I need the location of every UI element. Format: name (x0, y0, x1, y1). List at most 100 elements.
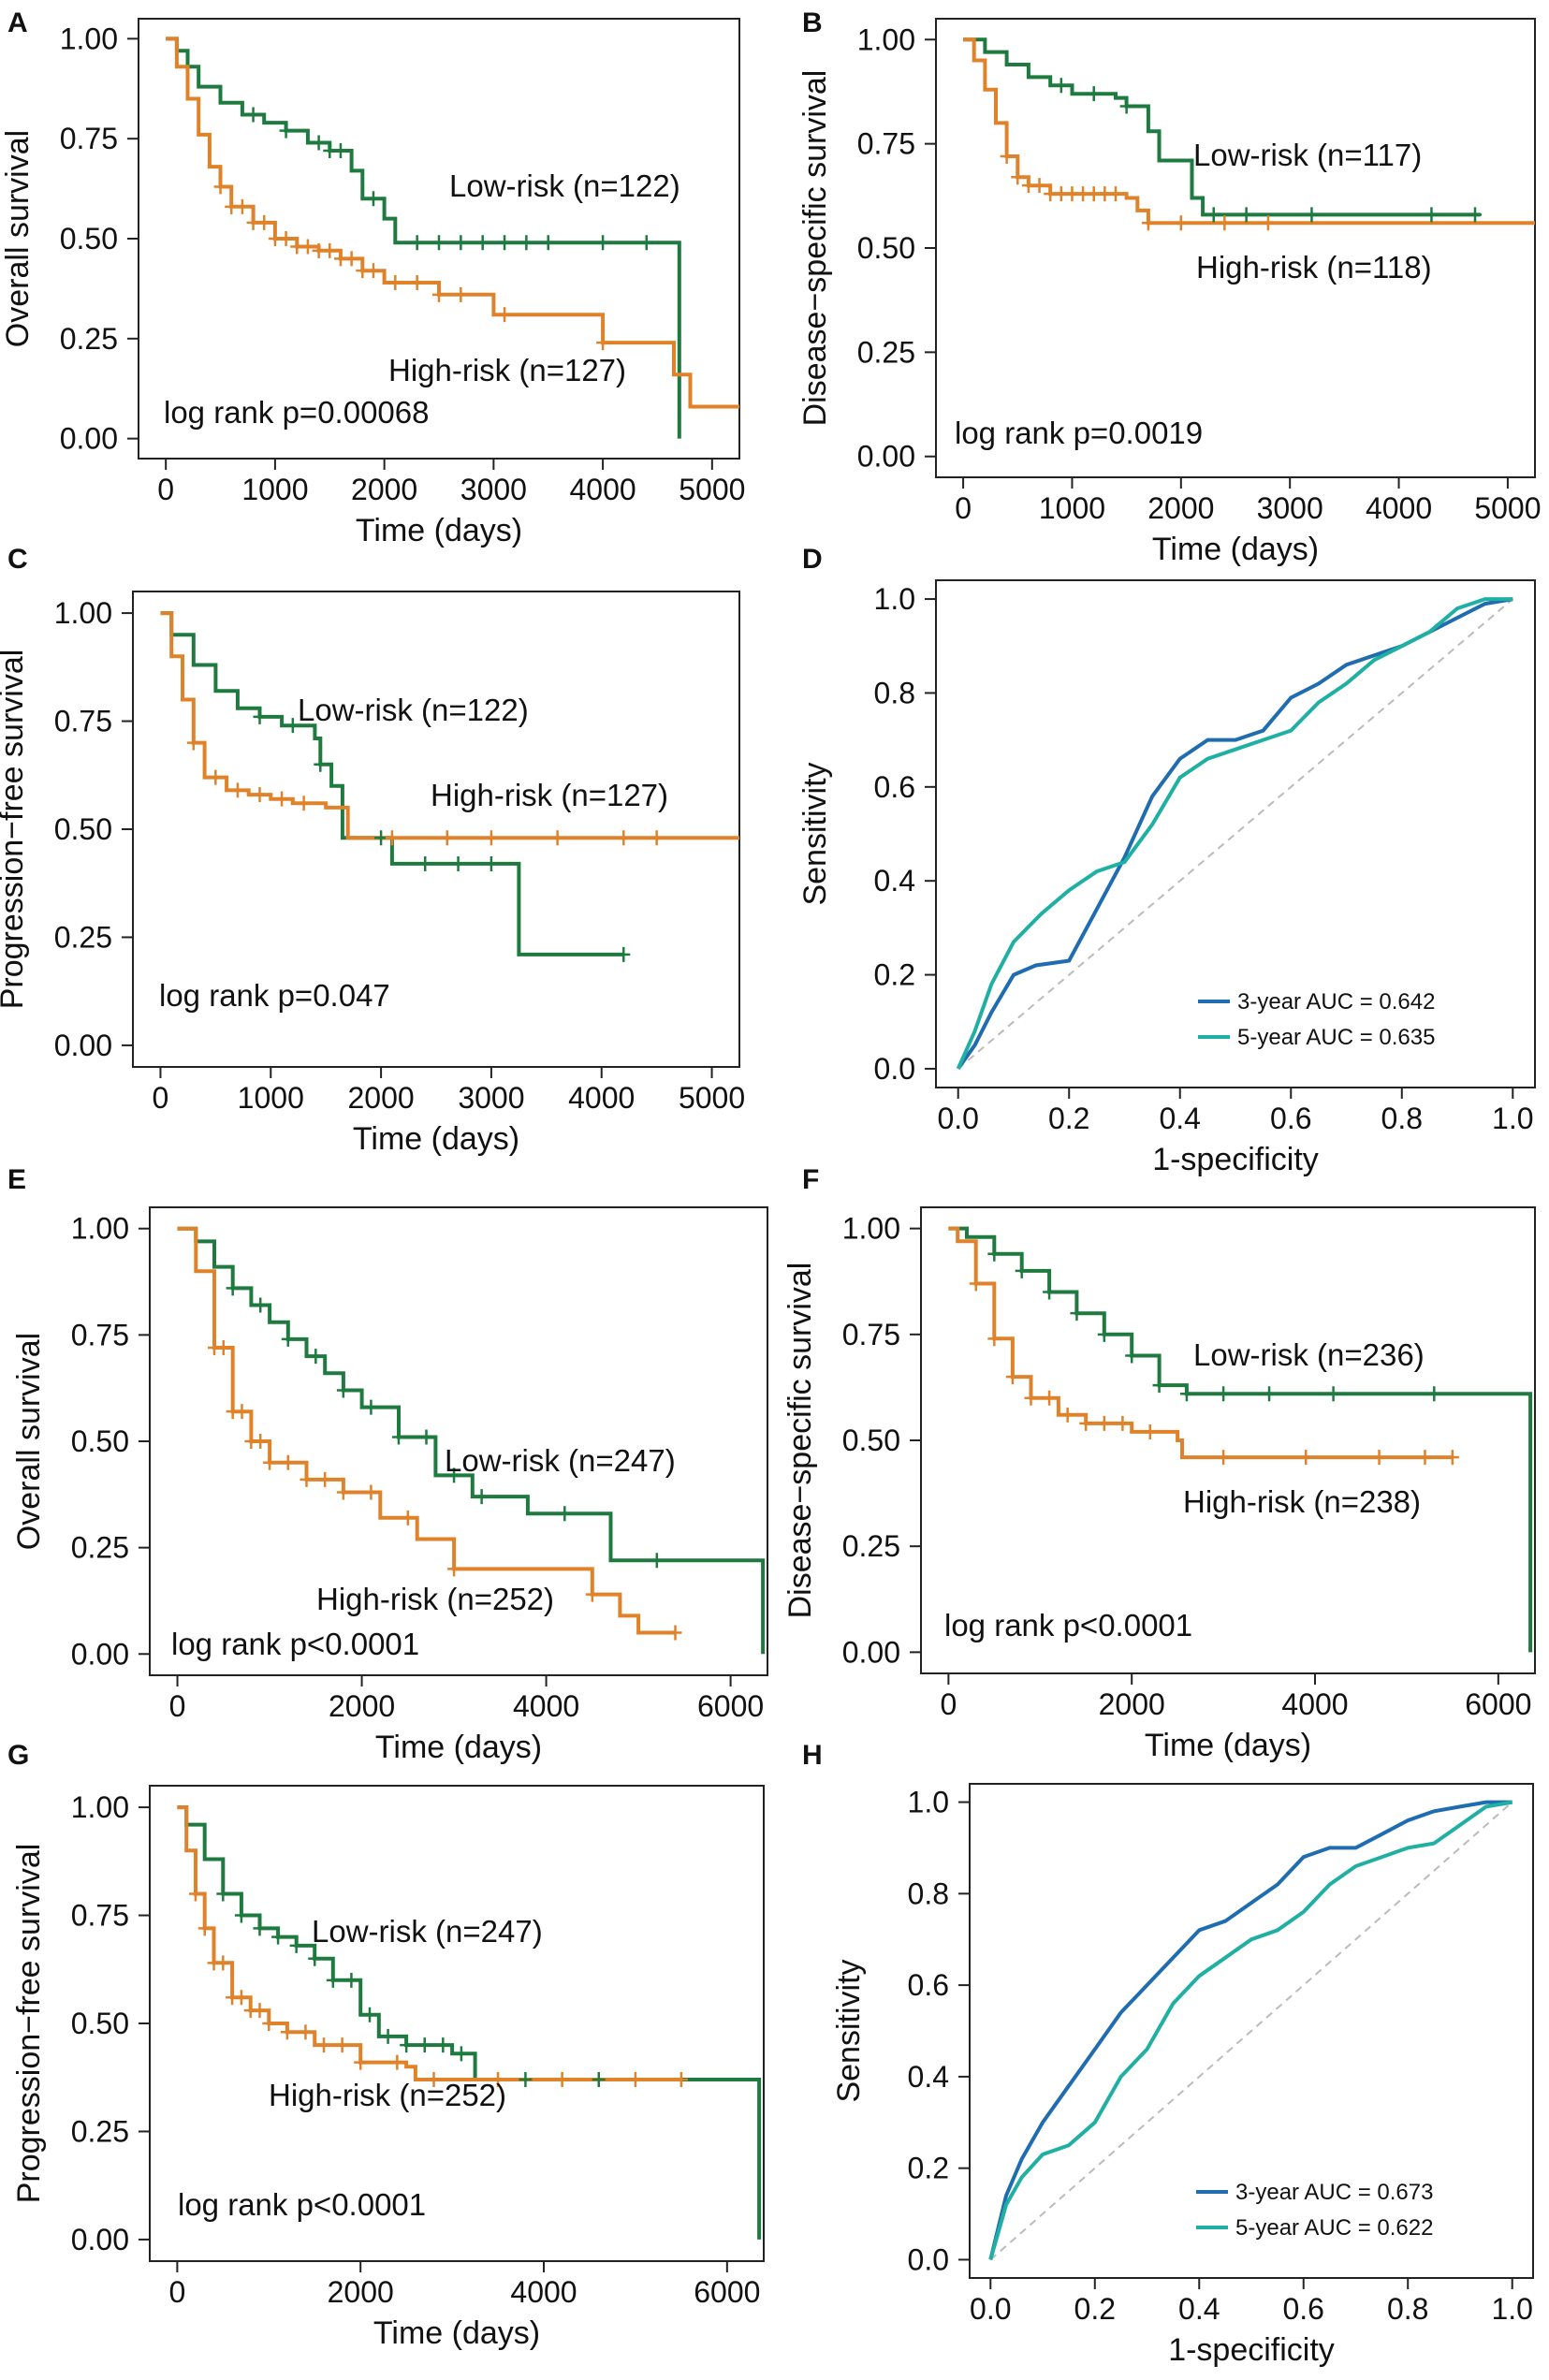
censor-mark-c (650, 830, 664, 846)
censor-mark-a (344, 251, 358, 267)
x-tick-label-d: 1.0 (1492, 1102, 1533, 1135)
censor-mark-g (326, 1972, 340, 1988)
y-tick-label-h: 1.0 (908, 1786, 949, 1819)
censor-mark-g (289, 1937, 303, 1953)
censor-mark-f (1060, 1407, 1074, 1423)
censor-mark-e (281, 1454, 295, 1470)
x-tick-label-g: 0 (168, 2275, 185, 2309)
censor-mark-e (263, 1454, 277, 1470)
censor-mark-e (447, 1561, 461, 1577)
y-tick-label-g: 0.00 (71, 2223, 129, 2256)
censor-mark-c (550, 830, 564, 846)
censor-mark-g (280, 2024, 294, 2040)
censor-mark-a (596, 335, 610, 351)
panel-letter-e: E (7, 1164, 26, 1195)
censor-mark-g (417, 2037, 431, 2053)
censor-mark-a (312, 135, 326, 151)
x-axis-title-b: Time (days) (1152, 532, 1319, 567)
censor-mark-c (285, 718, 300, 734)
legend-label-d-1: 5-year AUC = 0.635 (1237, 1025, 1435, 1050)
censor-mark-b (1218, 215, 1232, 231)
y-tick-label-g: 0.75 (71, 1899, 129, 1933)
censor-mark-f (1179, 1386, 1193, 1402)
censor-mark-f (1427, 1386, 1441, 1402)
x-axis-title-c: Time (days) (353, 1121, 519, 1157)
panel-letter-c: C (7, 544, 28, 575)
y-tick-label-b: 0.50 (857, 231, 915, 265)
censor-mark-e (281, 1331, 295, 1347)
x-tick-label-h: 0.2 (1074, 2292, 1116, 2326)
censor-mark-f (1079, 1415, 1093, 1431)
x-tick-label-f: 6000 (1465, 1687, 1531, 1721)
censor-mark-g (491, 2072, 505, 2088)
censor-mark-f (1372, 1450, 1386, 1466)
censor-mark-f (1263, 1386, 1277, 1402)
legend-label-h-1: 5-year AUC = 0.622 (1235, 2215, 1433, 2241)
censor-mark-b (1087, 86, 1101, 102)
panel-letter-g: G (7, 1740, 29, 1771)
y-tick-label-c: 1.00 (54, 596, 112, 630)
censor-mark-a (639, 235, 653, 251)
panel-letter-f: F (802, 1164, 819, 1195)
censor-mark-a (432, 286, 446, 302)
censor-mark-e (309, 1349, 323, 1365)
censor-mark-e (235, 1404, 249, 1420)
censor-mark-e (226, 1280, 240, 1296)
group-label-f-0: Low-risk (n=236) (1193, 1337, 1425, 1372)
y-tick-label-a: 1.00 (60, 22, 118, 55)
x-tick-label-a: 5000 (679, 473, 745, 506)
censor-mark-c (275, 791, 289, 807)
censor-mark-e (364, 1484, 378, 1500)
censor-mark-c (297, 796, 311, 811)
censor-mark-f (1125, 1348, 1139, 1364)
censor-mark-e (254, 1434, 268, 1449)
censor-mark-e (558, 1506, 572, 1522)
censor-mark-c (253, 787, 267, 803)
censor-mark-e (668, 1625, 682, 1641)
y-tick-label-g: 0.25 (71, 2114, 129, 2148)
x-axis-title-a: Time (days) (356, 513, 522, 548)
logrank-p-e: log rank p<0.0001 (171, 1627, 419, 1661)
censor-mark-e (336, 1484, 350, 1500)
x-tick-label-a: 1000 (241, 473, 308, 506)
censor-mark-g (400, 2037, 414, 2053)
series-line-h-0 (988, 1800, 1512, 2260)
censor-mark-b (1469, 207, 1482, 223)
y-tick-label-d: 0.8 (874, 676, 915, 709)
censor-mark-c (253, 708, 267, 724)
logrank-p-g: log rank p<0.0001 (178, 2187, 426, 2222)
y-tick-label-d: 0.6 (874, 770, 915, 804)
x-tick-label-b: 2000 (1147, 491, 1214, 525)
x-tick-label-c: 4000 (568, 1081, 635, 1115)
x-tick-label-c: 0 (153, 1081, 169, 1115)
censor-mark-a (410, 235, 424, 251)
censor-mark-f (1097, 1415, 1111, 1431)
censor-mark-g (262, 2016, 276, 2031)
censor-mark-g (427, 2072, 441, 2088)
group-label-b-1: High-risk (n=118) (1196, 250, 1432, 285)
censor-mark-a (323, 143, 337, 158)
y-tick-label-a: 0.75 (60, 122, 118, 155)
censor-mark-a (213, 179, 227, 195)
x-tick-label-a: 4000 (569, 473, 636, 506)
panel-b: B 0 1000 2000 3000 4000 5000 0.00 0.25 0.50 0.75 1.… (797, 7, 1542, 567)
censor-mark-e (447, 1467, 461, 1483)
censor-mark-g (362, 2007, 376, 2022)
panel-letter-h: H (802, 1740, 823, 1771)
x-tick-label-c: 3000 (458, 1081, 524, 1115)
censor-mark-g (253, 1920, 267, 1936)
x-tick-label-d: 0.0 (937, 1102, 978, 1135)
censor-mark-c (385, 830, 399, 846)
plot-frame-b (935, 18, 1536, 478)
censor-mark-f (1015, 1263, 1029, 1278)
censor-mark-f (1217, 1450, 1231, 1466)
censor-mark-g (555, 2072, 569, 2088)
panel-a: A 0 1000 2000 3000 4000 5000 0.00 0.25 0.50 0.75 1.… (0, 7, 745, 548)
censor-mark-e (650, 1553, 664, 1569)
y-tick-label-h: 0.4 (908, 2060, 949, 2094)
y-tick-label-e: 0.75 (71, 1318, 129, 1351)
x-axis-title-g: Time (days) (373, 2315, 540, 2351)
x-axis-title-e: Time (days) (375, 1730, 542, 1765)
censor-mark-g (188, 1886, 202, 1902)
censor-mark-g (308, 1950, 322, 1966)
